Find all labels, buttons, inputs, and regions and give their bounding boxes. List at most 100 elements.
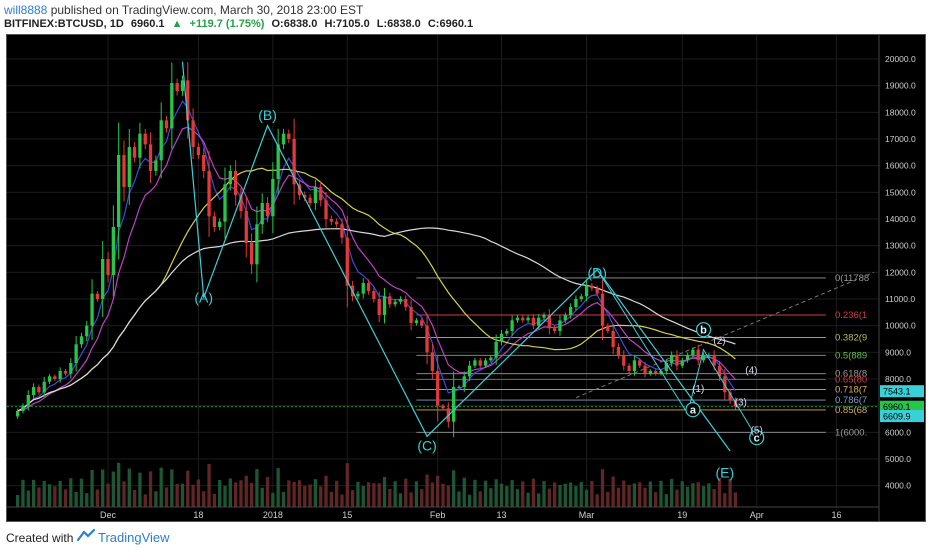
volume-bar: [510, 480, 514, 507]
candle-body: [21, 405, 25, 411]
candle-body: [648, 371, 653, 374]
volume-bar: [223, 486, 227, 507]
volume-bar: [414, 481, 419, 507]
chart-area[interactable]: 0(11788 0.236(1 0.382(9 0.5(889 0.618(8 0.65(…: [6, 34, 926, 522]
volume-bar: [537, 493, 541, 507]
candle-body: [138, 133, 142, 158]
candle-body: [441, 405, 445, 409]
volume-bar: [249, 482, 254, 507]
candle-body: [717, 365, 722, 377]
candle-body: [685, 355, 690, 361]
volume-bar: [441, 483, 445, 507]
volume-bar: [377, 483, 381, 507]
candle-body: [664, 363, 668, 371]
candle-body: [207, 171, 211, 217]
candle-body: [521, 317, 525, 321]
price-tag-label: 7543.1: [883, 387, 911, 397]
volume-bar: [409, 492, 413, 507]
y-tick-label: 5000.0: [885, 454, 911, 464]
volume-bar: [521, 481, 525, 507]
created-with-label: Created with: [6, 531, 74, 545]
volume-bar: [361, 485, 365, 507]
x-tick-label: 16: [831, 510, 841, 520]
volume-bar: [276, 468, 280, 507]
volume-bar: [297, 480, 302, 507]
volume-bar: [531, 478, 536, 507]
volume-bar: [303, 485, 307, 507]
candle-body: [451, 387, 456, 422]
last-price: 6960.1: [130, 18, 165, 30]
fib-label: 0.5(889: [835, 350, 867, 361]
wave-label-circle: [749, 430, 765, 446]
candle-body: [590, 285, 594, 289]
candle-body: [712, 355, 716, 366]
volume-bar: [638, 482, 642, 507]
volume-bar: [382, 477, 387, 507]
candle-body: [393, 301, 397, 305]
volume-bar: [505, 486, 509, 507]
volume-bar: [366, 482, 371, 507]
volume-bar: [329, 491, 333, 507]
candle-body: [53, 376, 57, 379]
volume-bar: [600, 469, 605, 507]
volume-bar: [239, 480, 243, 507]
candle-body: [457, 387, 461, 388]
volume-bar: [47, 484, 52, 507]
candle-body: [701, 355, 706, 361]
y-tick-label: 12000.0: [885, 267, 916, 277]
candle-body: [101, 259, 105, 299]
volume-bar: [478, 491, 482, 507]
candle-body: [26, 395, 30, 406]
volume-bar: [74, 491, 78, 507]
volume-bar: [53, 486, 57, 507]
candle-body: [669, 355, 674, 363]
candle-body: [265, 203, 270, 217]
volume-bar: [728, 478, 732, 507]
open-value: O:6838.0: [271, 18, 318, 30]
volume-bar: [627, 484, 631, 507]
publish-info: published on TradingView.com, March 30, …: [50, 3, 364, 17]
volume-bar: [563, 483, 567, 507]
candle-body: [558, 320, 562, 331]
volume-layer: [15, 462, 738, 507]
candle-body: [398, 299, 403, 302]
volume-bar: [526, 492, 530, 507]
candle-body: [680, 360, 684, 366]
volume-bar: [154, 491, 158, 507]
price-tag-bg: [880, 385, 924, 398]
volume-bar: [553, 482, 557, 507]
candle-body: [377, 299, 381, 315]
volume-bar: [515, 489, 520, 507]
fib-label: 0.65(80: [835, 375, 867, 386]
volume-bar: [319, 486, 323, 507]
volume-bar: [255, 469, 259, 507]
candle-body: [627, 365, 631, 371]
fib-layer: 0(11788 0.236(1 0.382(9 0.5(889 0.618(80.65(…: [7, 271, 879, 438]
volume-bar: [85, 493, 89, 507]
high-value: H:7105.0: [324, 18, 370, 30]
price-tag-bg: [880, 400, 924, 413]
volume-bar: [21, 479, 25, 507]
volume-bar: [388, 488, 392, 507]
volume-bar: [186, 470, 190, 507]
y-tick-label: 14000.0: [885, 214, 916, 224]
close-value: C:6960.1: [427, 18, 474, 30]
candle-body: [553, 328, 557, 331]
author-link[interactable]: will8888: [4, 3, 48, 17]
candle-body: [499, 333, 504, 342]
candle-body: [15, 411, 20, 417]
wave-label: c: [754, 433, 760, 445]
candle-body: [164, 120, 169, 129]
candle-body: [79, 336, 84, 345]
candle-body: [249, 243, 254, 265]
volume-bar: [356, 481, 360, 507]
volume-bar: [345, 463, 349, 507]
volume-bar: [15, 495, 20, 507]
volume-bar: [132, 489, 137, 507]
volume-bar: [138, 472, 142, 507]
price-tag-bg: [880, 410, 924, 423]
tradingview-brand[interactable]: TradingView: [98, 530, 170, 545]
price-chart[interactable]: 0(11788 0.236(1 0.382(9 0.5(889 0.618(80.65(…: [7, 35, 925, 521]
volume-bar: [260, 487, 264, 507]
volume-bar: [31, 479, 36, 507]
